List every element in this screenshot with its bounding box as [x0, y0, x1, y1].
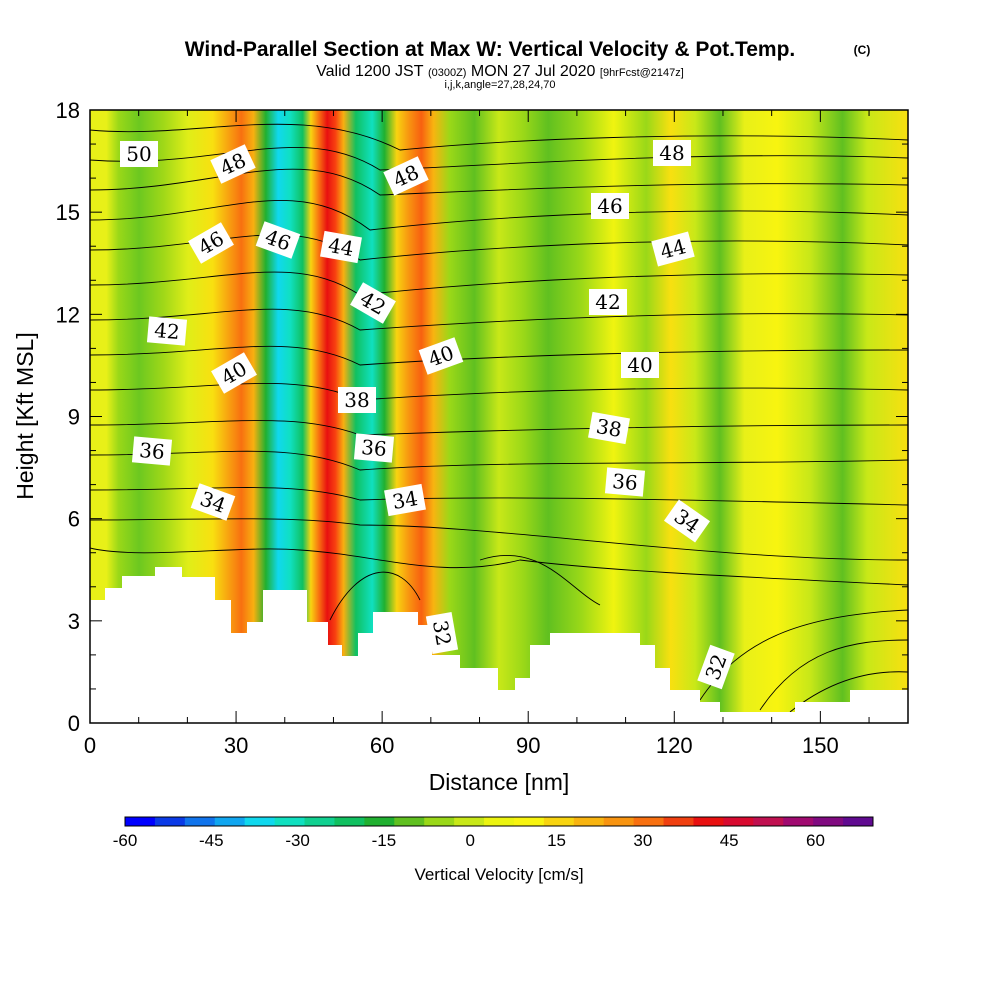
y-tick-label: 18: [56, 98, 80, 123]
colorbar-tick-label: 0: [465, 831, 474, 850]
contour-label: 40: [627, 353, 652, 377]
y-axis-label: Height [Kft MSL]: [12, 332, 38, 499]
chart-header: Wind-Parallel Section at Max W: Vertical…: [185, 38, 871, 91]
colorbar-swatch: [394, 817, 425, 826]
colorbar-tick-label: 15: [547, 831, 566, 850]
x-axis: 0 30 60 90 120 150: [84, 110, 870, 758]
contour-line: [90, 308, 908, 331]
colorbar-swatch: [723, 817, 754, 826]
contour-label: 42: [153, 318, 180, 344]
contour-label: 36: [611, 469, 638, 495]
colorbar-swatch: [244, 817, 276, 826]
colorbar-swatch: [753, 817, 784, 826]
chart-subtitle: Valid 1200 JST (0300Z) MON 27 Jul 2020 […: [316, 63, 684, 80]
x-tick-label: 60: [370, 733, 394, 758]
colorbar-swatch: [484, 817, 515, 826]
subtitle-utc: (0300Z): [428, 67, 467, 79]
title-badge: (C): [854, 43, 871, 57]
x-axis-label: Distance [nm]: [429, 769, 570, 795]
subtitle-forecast: [9hrFcst@2147z]: [600, 67, 684, 79]
colorbar-swatch: [334, 817, 365, 826]
colorbar-tick-label: 45: [720, 831, 739, 850]
colorbar-swatch: [364, 817, 395, 826]
colorbar-tick-label: -45: [199, 831, 224, 850]
contour-line: [329, 571, 421, 621]
contour-line: [90, 420, 908, 436]
colorbar-swatch: [154, 817, 186, 826]
colorbar-swatch: [424, 817, 455, 826]
subtitle-date: MON 27 Jul 2020: [471, 63, 596, 80]
contour-label: 42: [595, 290, 620, 314]
colorbar-swatch: [513, 817, 545, 826]
x-tick-label: 0: [84, 733, 96, 758]
colorbar-frame: [124, 816, 874, 827]
colorbar-swatch: [184, 817, 216, 826]
y-tick-label: 9: [68, 405, 80, 430]
potential-temperature-contours: [90, 123, 908, 713]
terrain-mask: [90, 567, 908, 723]
contour-label: 36: [360, 435, 387, 461]
subtitle-valid: Valid 1200 JST: [316, 63, 424, 80]
chart-title: Wind-Parallel Section at Max W: Vertical…: [185, 38, 796, 61]
colorbar-swatch: [573, 817, 605, 826]
x-tick-label: 30: [224, 733, 248, 758]
x-tick-label: 150: [802, 733, 839, 758]
contour-line: [90, 123, 908, 151]
contour-label: 38: [344, 388, 369, 412]
colorbar: -60 -45 -30 -15 0 15 30 45 60: [113, 816, 874, 850]
y-tick-label: 12: [56, 302, 80, 327]
colorbar-swatch: [663, 817, 694, 826]
contour-line: [90, 383, 908, 401]
colorbar-tick-label: -15: [372, 831, 397, 850]
contour-label: 44: [326, 233, 355, 261]
contour-label: 34: [390, 486, 419, 514]
contour-label: 46: [597, 194, 622, 218]
contour-label: 32: [428, 618, 456, 647]
colorbar-label: Vertical Velocity [cm/s]: [414, 865, 583, 884]
y-tick-label: 6: [68, 507, 80, 532]
colorbar-swatch: [304, 817, 335, 826]
colorbar-swatch: [274, 817, 306, 826]
colorbar-swatch: [843, 817, 874, 826]
colorbar-swatch: [214, 817, 246, 826]
contour-line: [90, 547, 908, 586]
colorbar-swatch: [693, 817, 724, 826]
y-tick-label: 3: [68, 609, 80, 634]
colorbar-swatch: [454, 817, 485, 826]
contour-label: 48: [659, 141, 684, 165]
colorbar-tick-label: 30: [633, 831, 652, 850]
y-tick-label: 0: [68, 711, 80, 736]
contour-line: [479, 554, 601, 606]
colorbar-swatch: [813, 817, 844, 826]
contour-label: 50: [126, 142, 151, 166]
contour-line: [90, 518, 908, 561]
colorbar-tick-label: -30: [285, 831, 310, 850]
contour-line: [90, 345, 908, 366]
colorbar-swatch: [783, 817, 814, 826]
colorbar-swatch: [603, 817, 635, 826]
contour-label: 38: [594, 414, 623, 442]
y-tick-label: 15: [56, 200, 80, 225]
contour-line: [90, 271, 908, 296]
colorbar-swatch: [633, 817, 665, 826]
subtitle-grid-indices: i,j,k,angle=27,28,24,70: [444, 79, 555, 91]
plot-area: 50 48 48 48 46 46 46 44 44 42 42 42 40 4…: [90, 110, 908, 723]
colorbar-tick-label: -60: [113, 831, 138, 850]
colorbar-swatch: [543, 817, 575, 826]
x-tick-label: 120: [656, 733, 693, 758]
contour-label: 36: [138, 438, 165, 464]
contour-line: [90, 200, 908, 231]
contour-line: [90, 450, 908, 471]
colorbar-swatch: [125, 817, 156, 826]
contour-line: [90, 168, 908, 196]
x-tick-label: 90: [516, 733, 540, 758]
contour-line: [759, 639, 908, 711]
colorbar-tick-label: 60: [806, 831, 825, 850]
